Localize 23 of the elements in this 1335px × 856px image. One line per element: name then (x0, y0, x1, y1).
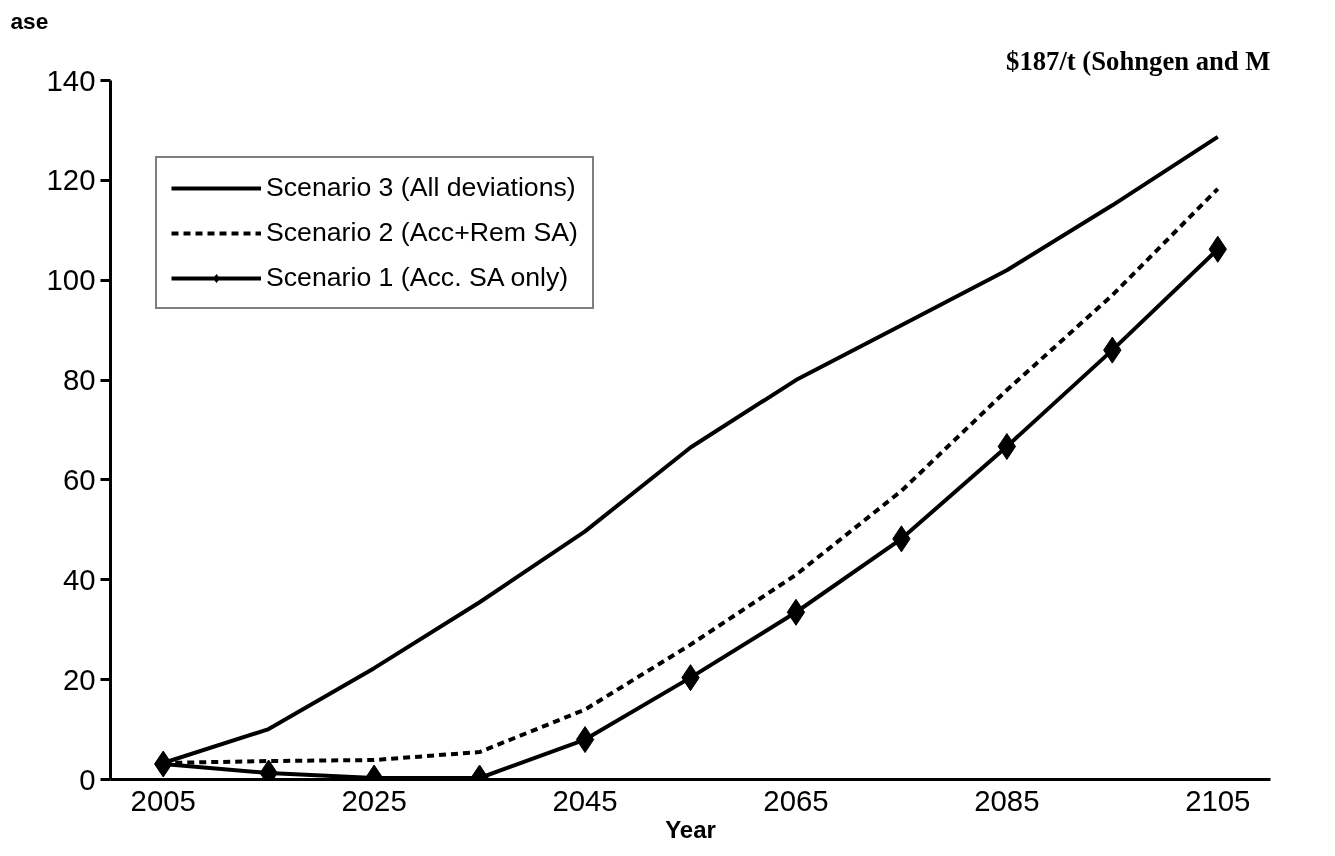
chart-title: $187/t (Sohngen and M (1006, 45, 1271, 76)
y-tick-label: 100 (46, 263, 96, 297)
y-tick-label: 80 (62, 363, 96, 397)
y-tick-label: 120 (46, 163, 96, 197)
x-tick-label: 2025 (341, 783, 407, 817)
y-tick-label: 0 (79, 762, 96, 796)
y-tick-label: 140 (46, 63, 96, 97)
y-axis-title: ase (10, 7, 49, 34)
y-tick-label: 40 (62, 562, 96, 596)
x-tick-label: 2045 (552, 783, 618, 817)
point (575, 726, 595, 754)
y-tick-label: 60 (62, 462, 96, 496)
x-tick-label: 2065 (763, 783, 829, 817)
legend-label: Scenario 1 (Acc. SA only) (266, 262, 569, 293)
x-axis-title: Year (665, 815, 716, 843)
x-tick-label: 2105 (1185, 783, 1251, 817)
x-tick-label: 2085 (974, 783, 1040, 817)
legend-label: Scenario 2 (Acc+Rem SA) (266, 217, 578, 248)
point (997, 432, 1017, 460)
legend-label: Scenario 3 (All deviations) (266, 172, 576, 203)
x-tick-label: 2005 (130, 783, 196, 817)
point (786, 598, 806, 626)
y-tick-label: 20 (62, 662, 96, 696)
